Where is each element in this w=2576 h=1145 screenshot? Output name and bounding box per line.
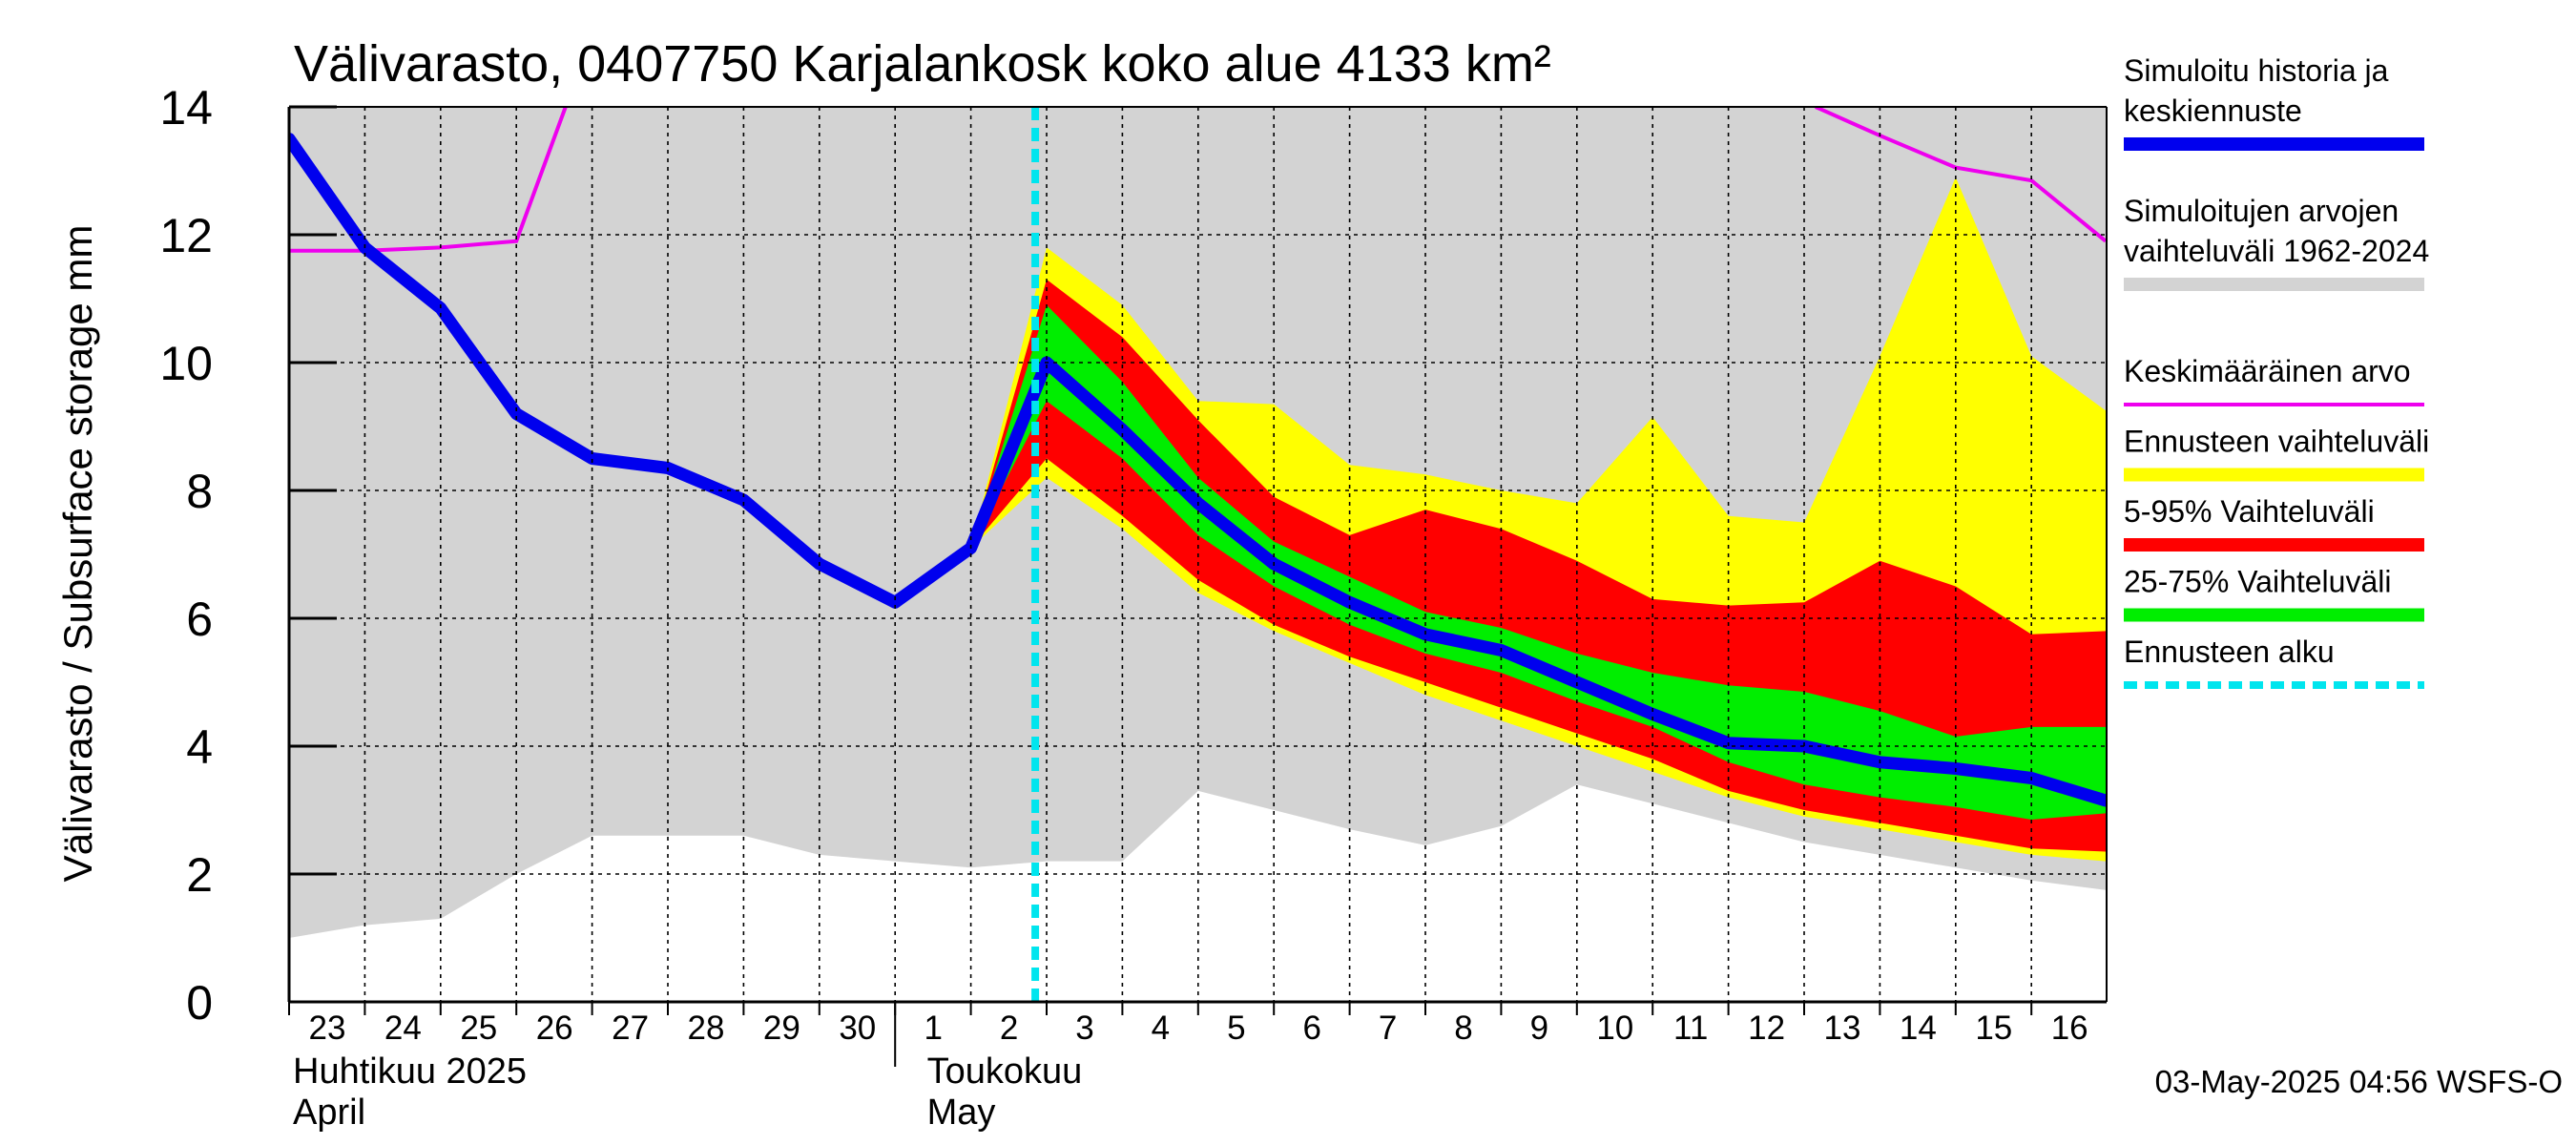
chart-title: Välivarasto, 0407750 Karjalankosk koko a… (294, 35, 1551, 93)
legend-label: Simuloitujen arvojen (2124, 194, 2399, 228)
x-tick-label: 4 (1152, 1010, 1170, 1047)
x-tick-label: 28 (688, 1010, 725, 1047)
x-tick-label: 2 (1000, 1010, 1018, 1047)
legend-label: Simuloitu historia ja (2124, 53, 2389, 88)
x-tick-label: 3 (1075, 1010, 1093, 1047)
y-axis-label: Välivarasto / Subsurface storage mm (55, 225, 100, 883)
x-tick-label: 7 (1379, 1010, 1397, 1047)
x-tick-label: 8 (1454, 1010, 1472, 1047)
legend-label: vaihteluväli 1962-2024 (2124, 234, 2429, 268)
x-tick-label: 15 (1975, 1010, 2012, 1047)
x-tick-label: 10 (1596, 1010, 1633, 1047)
y-tick-label: 10 (159, 337, 213, 390)
y-tick-label: 4 (186, 720, 213, 774)
legend-label: keskiennuste (2124, 94, 2302, 128)
x-tick-label: 26 (536, 1010, 573, 1047)
month-label-en: May (927, 1093, 996, 1133)
legend-label: Keskimääräinen arvo (2124, 354, 2411, 388)
x-tick-label: 5 (1227, 1010, 1245, 1047)
x-tick-label: 30 (839, 1010, 876, 1047)
x-tick-label: 29 (763, 1010, 800, 1047)
timestamp-label: 03-May-2025 04:56 WSFS-O (2155, 1064, 2563, 1099)
x-tick-label: 9 (1530, 1010, 1548, 1047)
legend: Simuloitu historia ja keskiennuste Simuloi… (2124, 53, 2429, 689)
x-tick-label: 24 (384, 1010, 422, 1047)
x-tick-label: 14 (1900, 1010, 1937, 1047)
plot-area (289, 107, 2107, 1002)
x-tick-label: 25 (460, 1010, 497, 1047)
month-label: Toukokuu (927, 1051, 1083, 1092)
y-tick-label: 14 (159, 81, 213, 135)
y-tick-label: 0 (186, 976, 213, 1030)
legend-label: Ennusteen alku (2124, 635, 2335, 669)
x-tick-label: 16 (2051, 1010, 2088, 1047)
x-tick-label: 1 (924, 1010, 942, 1047)
x-tick-label: 23 (309, 1010, 346, 1047)
y-tick-label: 12 (159, 209, 213, 262)
legend-label: 5-95% Vaihteluväli (2124, 494, 2375, 529)
y-tick-label: 2 (186, 848, 213, 902)
x-tick-label: 13 (1824, 1010, 1861, 1047)
x-tick-label: 12 (1748, 1010, 1785, 1047)
month-label-en: April (293, 1093, 365, 1133)
legend-label: 25-75% Vaihteluväli (2124, 565, 2391, 599)
y-tick-label: 8 (186, 465, 213, 518)
x-tick-label: 6 (1302, 1010, 1320, 1047)
legend-label: Ennusteen vaihteluväli (2124, 425, 2429, 459)
month-label: Huhtikuu 2025 (293, 1051, 527, 1092)
y-tick-label: 6 (186, 593, 213, 646)
x-tick-label: 11 (1673, 1010, 1708, 1047)
x-tick-label: 27 (612, 1010, 649, 1047)
